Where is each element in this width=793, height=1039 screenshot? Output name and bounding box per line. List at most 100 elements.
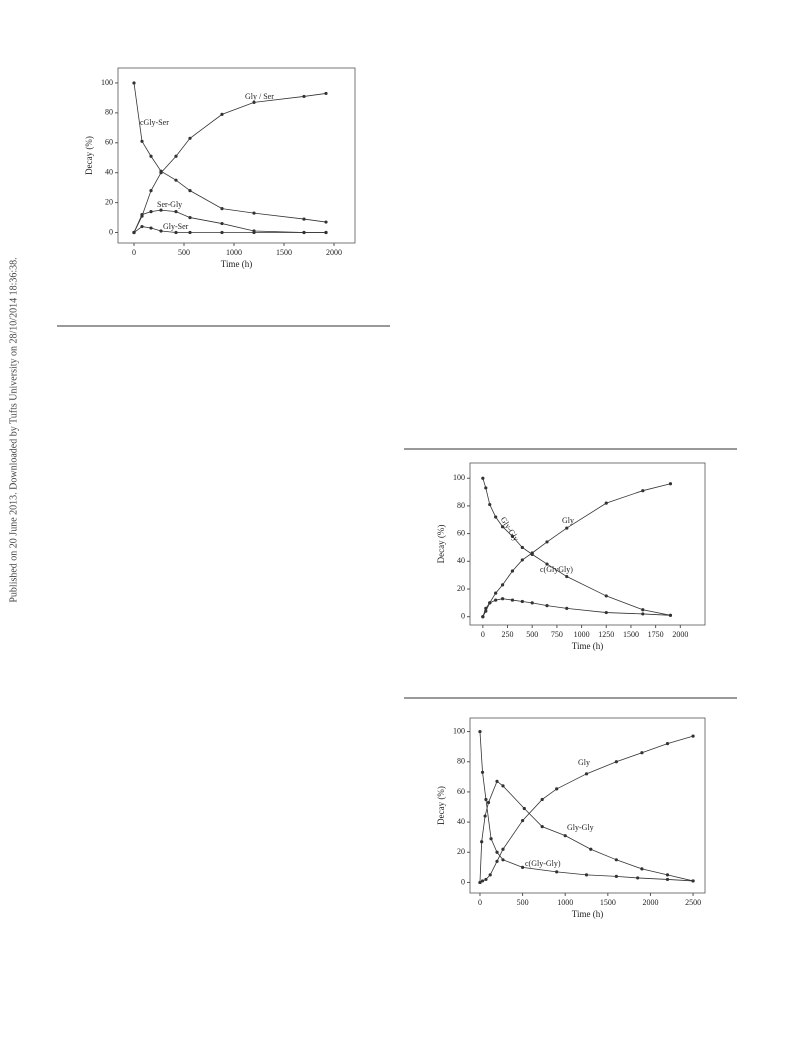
data-point bbox=[501, 847, 505, 851]
data-point bbox=[302, 217, 306, 221]
y-axis-label: Decay (%) bbox=[436, 525, 446, 564]
data-point bbox=[174, 178, 178, 182]
data-point bbox=[522, 806, 526, 811]
y-tick-label: 40 bbox=[457, 817, 465, 826]
x-tick-label: 2000 bbox=[642, 898, 658, 907]
data-point bbox=[520, 865, 525, 869]
data-point bbox=[510, 534, 515, 538]
data-point bbox=[478, 729, 482, 734]
x-tick-label: 0 bbox=[481, 630, 485, 639]
plot-frame bbox=[469, 717, 706, 894]
x-tick-label: 2000 bbox=[326, 248, 342, 257]
data-point bbox=[484, 797, 488, 802]
data-point bbox=[488, 873, 492, 877]
x-tick-label: 1000 bbox=[557, 898, 573, 907]
data-point bbox=[668, 613, 673, 617]
series-label: Gly bbox=[562, 516, 574, 525]
data-point bbox=[589, 847, 593, 851]
data-point bbox=[584, 873, 589, 877]
x-tick-label: 1500 bbox=[600, 898, 616, 907]
y-tick-label: 60 bbox=[105, 138, 113, 147]
x-axis-label: Time (h) bbox=[221, 259, 252, 269]
data-point bbox=[636, 876, 640, 880]
data-point bbox=[188, 230, 192, 235]
data-point bbox=[563, 834, 567, 838]
series-label: c(GlyGly) bbox=[540, 565, 573, 574]
x-tick-label: 1000 bbox=[574, 630, 590, 639]
x-tick-label: 750 bbox=[551, 630, 563, 639]
y-axis-label: Decay (%) bbox=[436, 786, 446, 825]
data-point bbox=[495, 850, 499, 854]
data-point bbox=[481, 476, 485, 480]
series-line bbox=[133, 82, 327, 223]
x-tick-label: 2000 bbox=[672, 630, 688, 639]
data-point bbox=[149, 226, 153, 230]
data-point bbox=[484, 877, 488, 882]
data-point bbox=[302, 230, 306, 235]
data-point bbox=[159, 208, 163, 212]
data-point bbox=[555, 870, 559, 874]
data-point bbox=[220, 230, 224, 235]
data-point bbox=[488, 601, 492, 605]
data-point bbox=[324, 220, 328, 224]
data-point bbox=[614, 874, 618, 879]
series-line bbox=[133, 209, 326, 233]
series-line bbox=[482, 483, 671, 617]
data-point bbox=[174, 209, 178, 214]
x-tick-label: 1750 bbox=[648, 630, 664, 639]
data-point bbox=[640, 867, 644, 871]
series-label: Gly / Ser bbox=[245, 92, 274, 101]
series-label: Gly-Gly bbox=[499, 515, 521, 542]
data-point bbox=[520, 558, 524, 562]
data-point bbox=[174, 230, 178, 235]
series-label: c(Gly-Gly) bbox=[525, 859, 561, 868]
data-point bbox=[480, 770, 485, 774]
x-tick-label: 0 bbox=[478, 898, 482, 907]
data-point bbox=[220, 206, 224, 211]
data-point bbox=[140, 139, 144, 143]
y-tick-label: 80 bbox=[457, 757, 465, 766]
x-tick-label: 500 bbox=[178, 248, 190, 257]
data-point bbox=[252, 230, 256, 235]
y-tick-label: 20 bbox=[457, 584, 465, 593]
data-point bbox=[641, 489, 645, 493]
data-point bbox=[614, 858, 618, 862]
data-point bbox=[494, 591, 498, 595]
data-point bbox=[488, 502, 492, 507]
data-point bbox=[132, 81, 136, 85]
data-point bbox=[545, 604, 549, 608]
data-point bbox=[188, 136, 192, 140]
y-tick-label: 0 bbox=[461, 612, 465, 621]
data-point bbox=[302, 94, 306, 99]
data-point bbox=[520, 818, 525, 823]
data-point bbox=[188, 215, 192, 220]
data-point bbox=[691, 879, 695, 883]
y-tick-label: 60 bbox=[457, 528, 465, 537]
data-point bbox=[530, 551, 534, 555]
data-point bbox=[494, 515, 498, 519]
data-point bbox=[565, 574, 569, 579]
x-axis-label: Time (h) bbox=[572, 641, 603, 651]
data-point bbox=[132, 230, 136, 235]
x-tick-label: 2500 bbox=[685, 898, 701, 907]
y-tick-label: 80 bbox=[105, 108, 113, 117]
data-point bbox=[483, 814, 487, 818]
data-point bbox=[495, 779, 499, 783]
x-tick-label: 0 bbox=[132, 248, 136, 257]
x-tick-label: 500 bbox=[526, 630, 538, 639]
side-note: Published on 20 June 2013. Downloaded by… bbox=[8, 257, 19, 602]
y-tick-label: 100 bbox=[453, 726, 465, 735]
data-point bbox=[665, 873, 670, 877]
data-point bbox=[140, 224, 144, 229]
data-point bbox=[604, 610, 608, 615]
y-tick-label: 20 bbox=[457, 847, 465, 856]
data-point bbox=[604, 501, 608, 505]
data-point bbox=[540, 797, 544, 802]
data-point bbox=[510, 598, 515, 602]
series-line bbox=[479, 780, 694, 883]
data-point bbox=[501, 858, 505, 862]
data-point bbox=[691, 734, 695, 738]
data-point bbox=[324, 230, 328, 235]
data-point bbox=[486, 800, 491, 805]
data-point bbox=[478, 880, 482, 885]
